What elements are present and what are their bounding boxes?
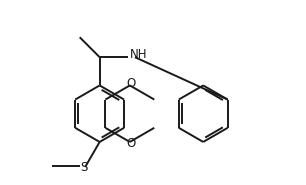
Text: O: O [127, 137, 136, 150]
Text: S: S [80, 161, 88, 174]
Text: O: O [127, 77, 136, 90]
Text: NH: NH [129, 48, 147, 61]
